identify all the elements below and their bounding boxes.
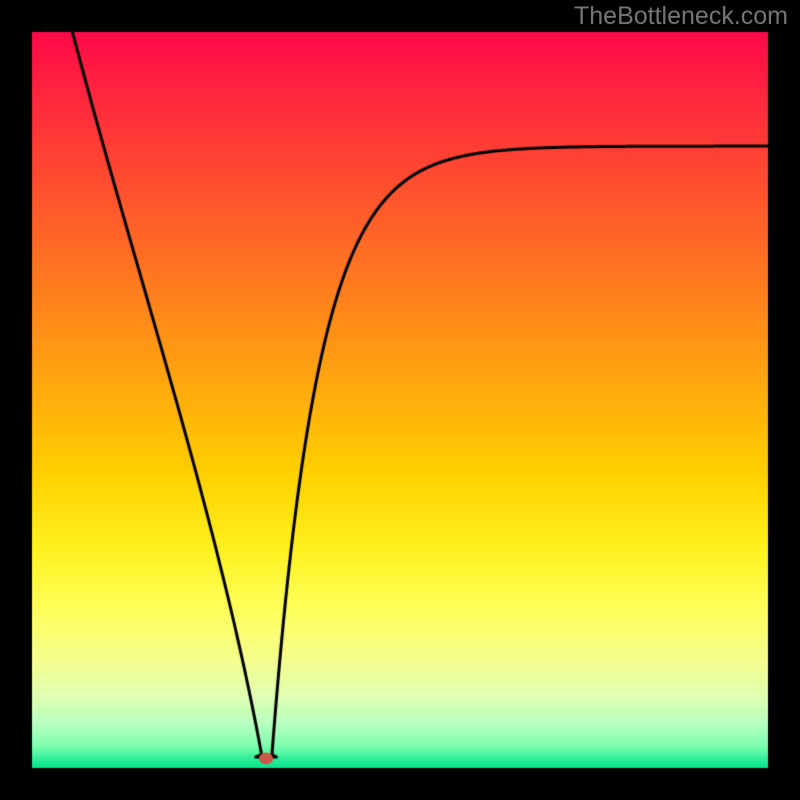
bottleneck-chart-canvas (0, 0, 800, 800)
watermark-text: TheBottleneck.com (574, 2, 788, 31)
stage: TheBottleneck.com (0, 0, 800, 800)
